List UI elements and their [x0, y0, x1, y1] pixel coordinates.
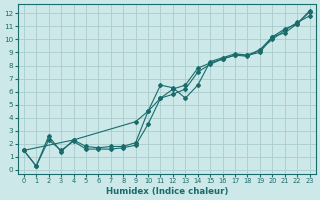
X-axis label: Humidex (Indice chaleur): Humidex (Indice chaleur) [106, 187, 228, 196]
